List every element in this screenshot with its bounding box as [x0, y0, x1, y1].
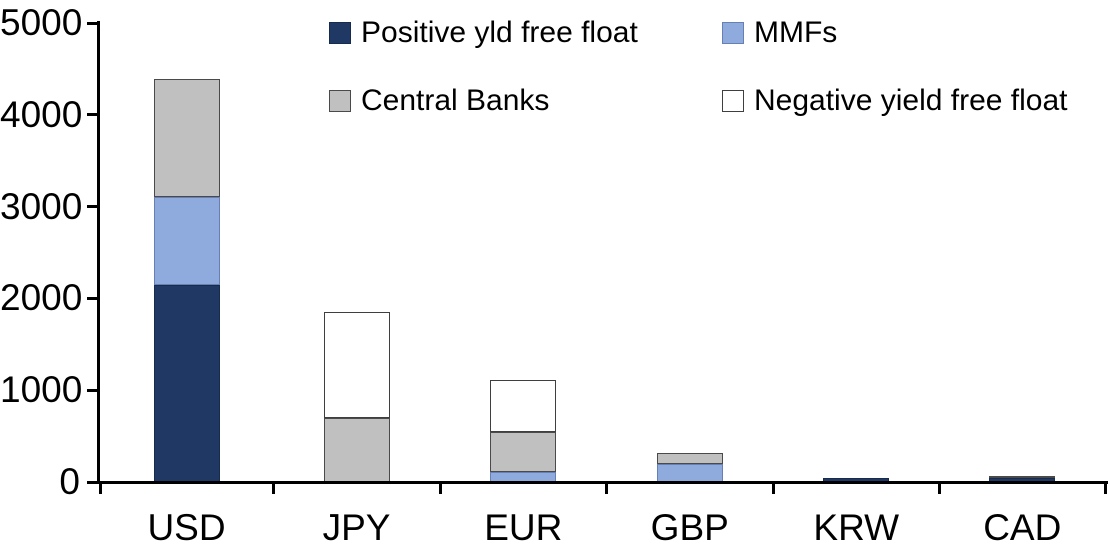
y-axis-tick-label: 5000: [0, 1, 83, 43]
legend-label: Positive yld free float: [361, 16, 638, 49]
legend-item-positive-yld-free-float: Positive yld free float: [329, 16, 638, 49]
bar-segment: [153, 284, 220, 482]
y-axis-tick-label: 0: [59, 461, 80, 502]
y-axis-tick-label: 2000: [0, 277, 83, 319]
bar-segment: [989, 475, 1056, 479]
legend-item-mmfs: MMFs: [722, 16, 838, 49]
y-axis-tick-mark: [87, 296, 99, 300]
x-axis-category-label: EUR: [484, 507, 563, 548]
y-axis-tick-label: 4000: [0, 93, 83, 135]
bar-segment: [656, 463, 723, 482]
x-axis-category-label: USD: [147, 507, 226, 548]
legend-swatch-central-banks: [329, 90, 351, 112]
bar-segment: [490, 380, 557, 433]
x-axis-tick-mark: [438, 482, 442, 494]
bar-segment: [323, 312, 390, 418]
x-axis-category-label: KRW: [813, 507, 900, 548]
legend-label: MMFs: [754, 16, 838, 49]
y-axis-tick-label: 1000: [0, 369, 83, 411]
bar-segment: [323, 417, 390, 482]
y-axis-tick-mark: [87, 205, 99, 209]
x-axis-tick-mark: [605, 482, 608, 494]
bar-segment: [656, 452, 723, 464]
legend-swatch-mmfs: [722, 22, 744, 44]
bar-segment: [490, 432, 557, 472]
legend-swatch-negative-yield-free-float: [722, 90, 744, 112]
y-axis-tick-mark: [87, 480, 99, 484]
x-axis-tick-mark: [938, 482, 941, 494]
y-axis-tick-mark: [87, 21, 99, 25]
y-axis-tick-mark: [87, 113, 99, 117]
x-axis-category-label: GBP: [650, 507, 729, 548]
legend-item-negative-yield-free-float: Negative yield free float: [722, 84, 1068, 117]
x-axis-line: [97, 481, 1108, 484]
x-axis-category-label: JPY: [322, 507, 391, 548]
bar-segment: [153, 78, 220, 198]
y-axis-tick-label: 3000: [0, 185, 83, 227]
legend-label: Negative yield free float: [754, 84, 1068, 117]
legend-swatch-positive-yld-free-float: [329, 22, 351, 44]
x-axis-tick-mark: [771, 482, 775, 494]
x-axis-tick-mark: [98, 482, 102, 494]
bar-segment: [153, 197, 220, 285]
x-axis-category-label: CAD: [983, 507, 1062, 548]
legend-item-central-banks: Central Banks: [329, 84, 550, 117]
y-axis-line: [97, 21, 100, 484]
x-axis-tick-mark: [1103, 482, 1107, 494]
y-axis-tick-mark: [87, 388, 99, 392]
legend-label: Central Banks: [361, 84, 550, 117]
x-axis-tick-mark: [271, 482, 275, 494]
